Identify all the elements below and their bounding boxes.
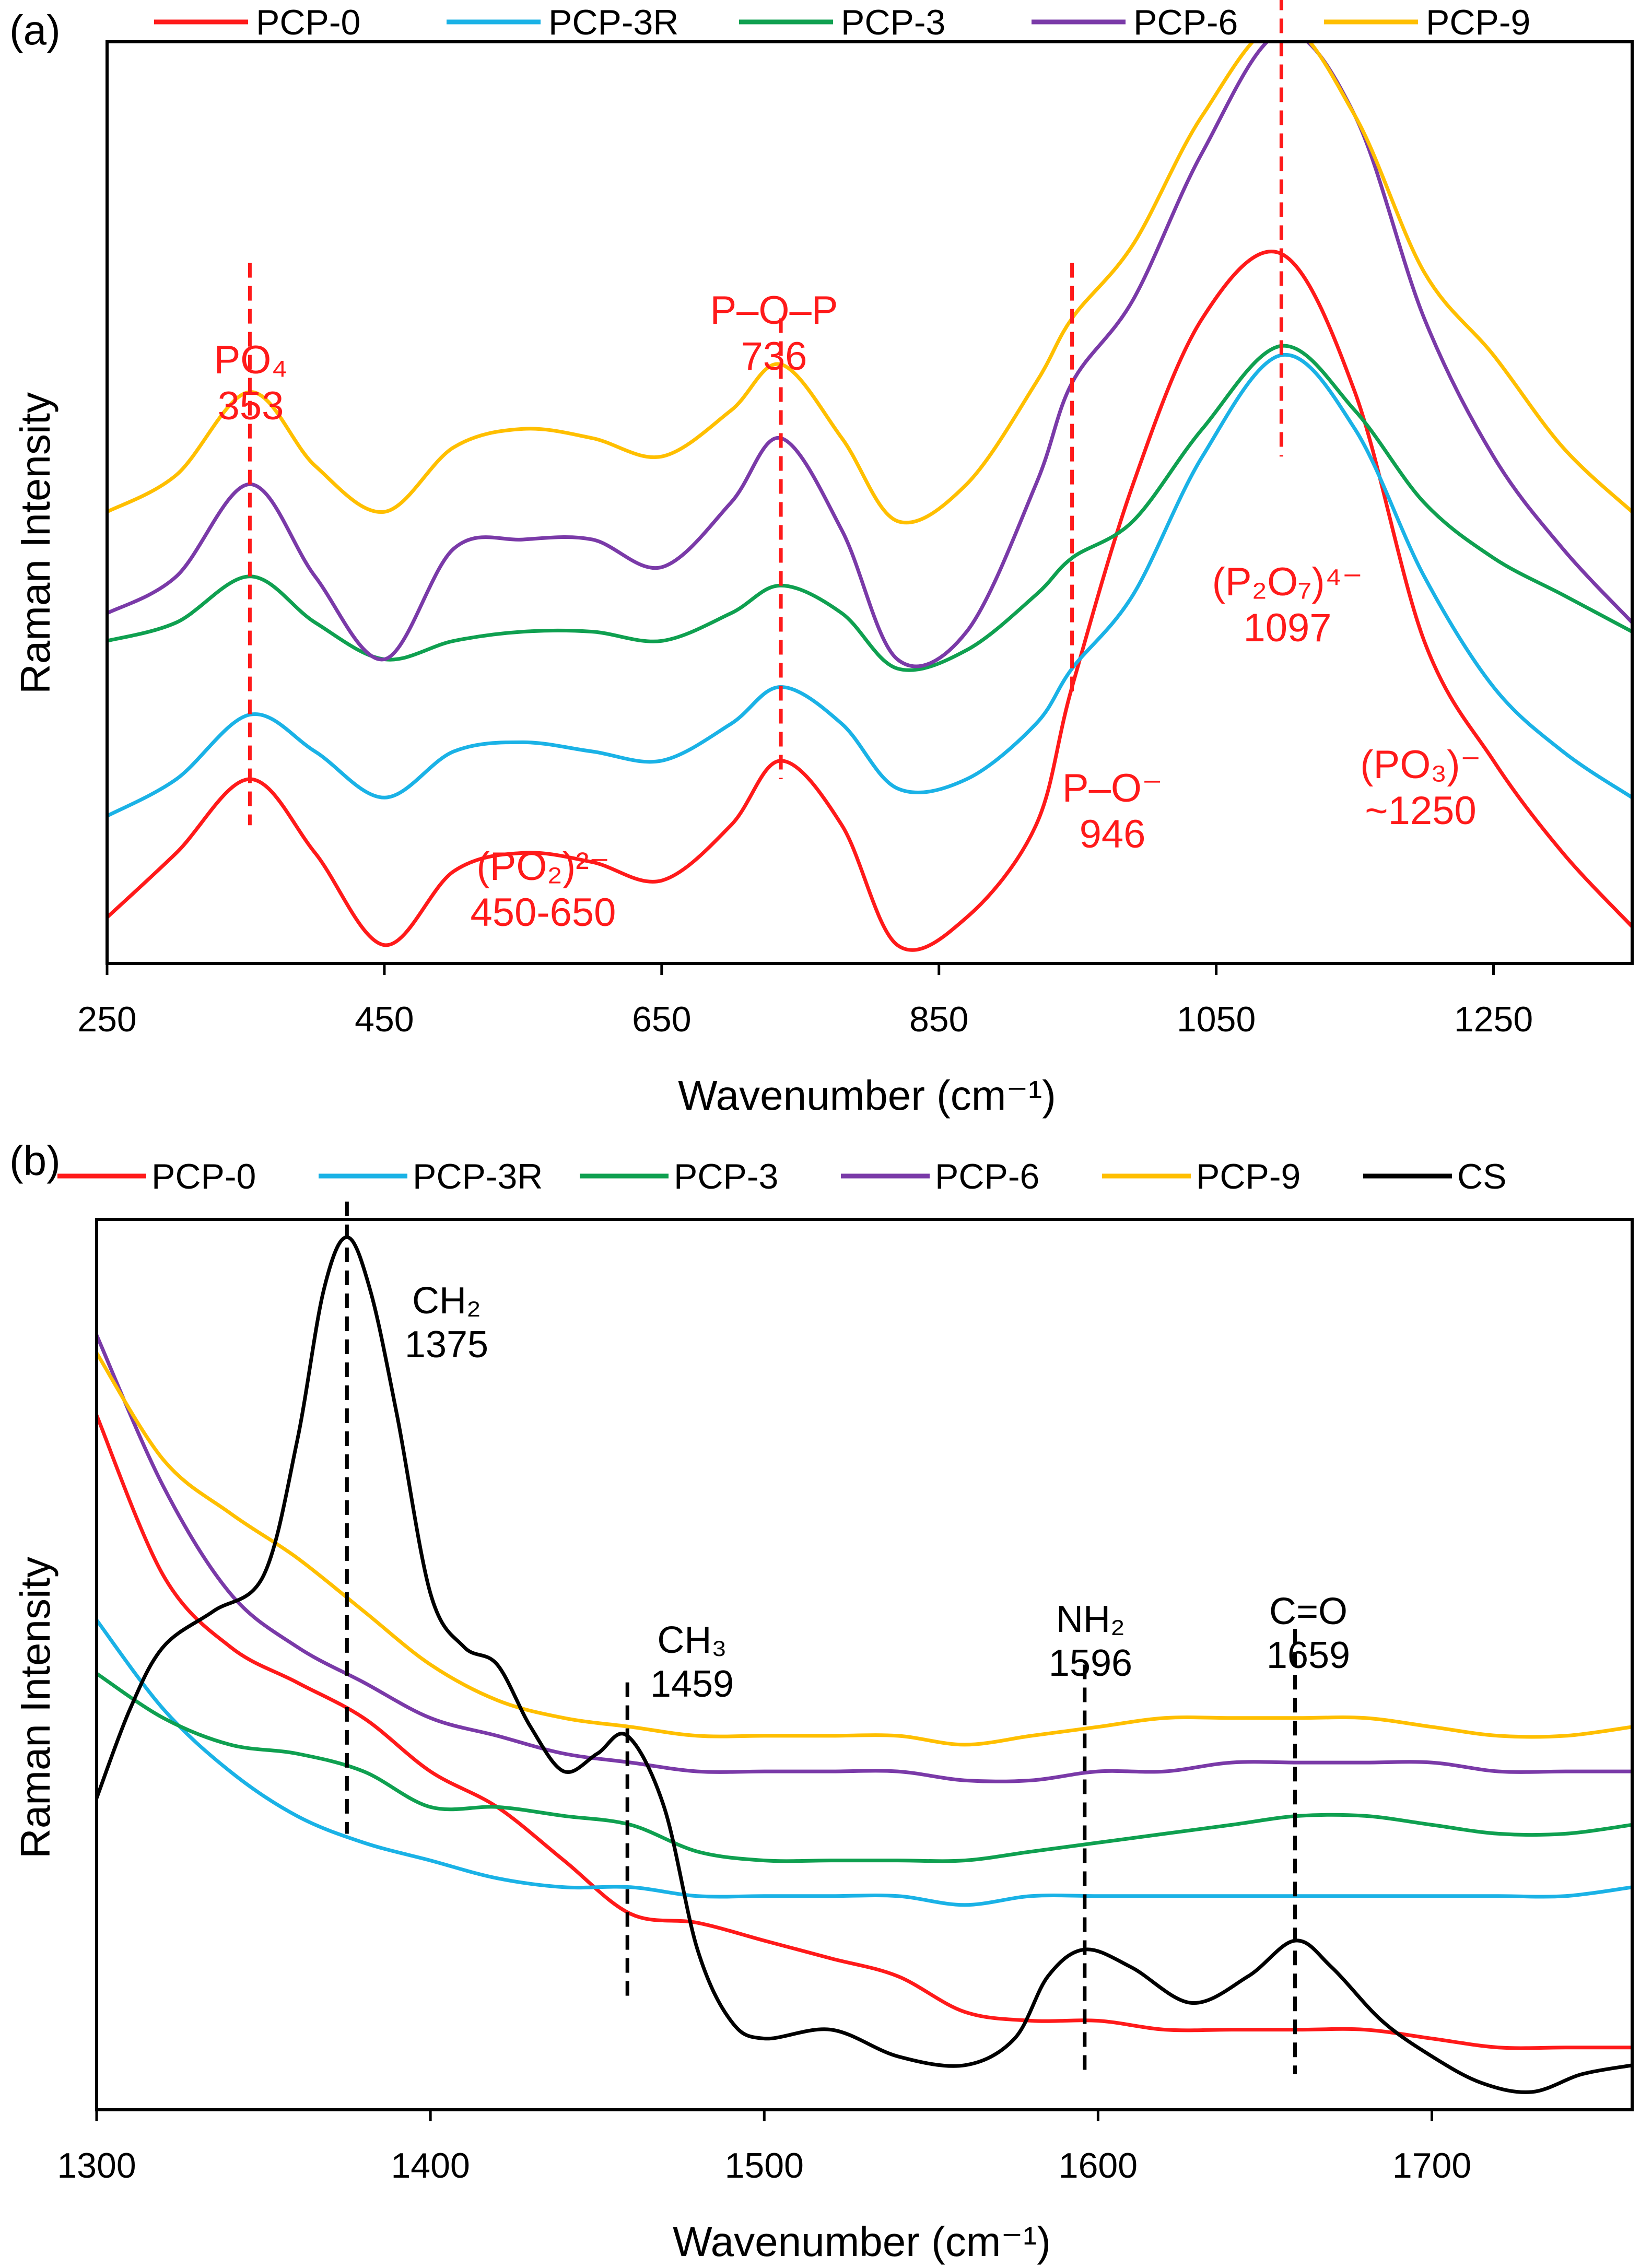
legend-label-pcp-3r: PCP-3R (413, 1157, 543, 1196)
annotations-label-0-0-1: ~1250 (1365, 789, 1476, 833)
legend-label-pcp-9: PCP-9 (1196, 1157, 1300, 1196)
series-line-pcp-6 (97, 1333, 1632, 1783)
panel-b: (b) PCP-0 PCP-3R PCP-3 PCP-6 PCP-9 CS 1300 140… (9, 1137, 1634, 2265)
x-tick-label-1700: 1700 (1392, 2146, 1471, 2185)
legend-a: PCP-0 PCP-3R PCP-3 PCP-6 PCP-9 (154, 3, 1530, 42)
series-line-pcp-0 (97, 1413, 1632, 2050)
series-line-pcp-9 (97, 1351, 1632, 1747)
series-line-pcp-3 (97, 1672, 1632, 1863)
legend-label-pcp-6: PCP-6 (935, 1157, 1039, 1196)
y-axis-title-b: Raman Intensity (12, 1557, 58, 1859)
x-tick-label-1250: 1250 (1454, 1000, 1533, 1039)
markers-label-1-3-1: 1659 (1267, 1635, 1350, 1676)
legend-b: PCP-0 PCP-3R PCP-3 PCP-6 PCP-9 CS (57, 1157, 1506, 1196)
series-line-cs (97, 1235, 1632, 2094)
legend-label-pcp-3r: PCP-3R (548, 3, 678, 42)
series-line-pcp-6 (107, 42, 1632, 668)
panel-label-b: (b) (9, 1137, 61, 1184)
plot-frame-1 (95, 1218, 1634, 2111)
annotations-label-0-0-0: (PO₃)⁻ (1360, 743, 1481, 787)
annotations-label-0-1-0: (PO₂)²⁻ (476, 844, 610, 889)
series-line-pcp-3 (107, 344, 1632, 672)
legend-label-pcp-3: PCP-3 (841, 3, 945, 42)
markers-label-0-0-0: PO₄ (214, 338, 288, 382)
markers-label-0-2-1: 946 (1080, 812, 1146, 856)
series-line-pcp-3r (97, 1618, 1632, 1907)
series-line-pcp-3r (107, 352, 1632, 818)
markers-label-0-3-1: 1097 (1243, 606, 1331, 650)
x-tick-label-1400: 1400 (391, 2146, 470, 2185)
x-tick-label-1600: 1600 (1059, 2146, 1138, 2185)
legend-label-pcp-0: PCP-0 (151, 1157, 256, 1196)
x-tick-label-850: 850 (909, 1000, 968, 1039)
annotations-label-0-1-1: 450-650 (471, 890, 616, 935)
markers-label-1-0-0: CH₂ (412, 1280, 481, 1322)
markers-label-0-2-0: P–O⁻ (1062, 766, 1163, 810)
markers-label-1-1-1: 1459 (650, 1663, 734, 1705)
x-tick-label-450: 450 (355, 1000, 414, 1039)
x-tick-label-1300: 1300 (57, 2146, 136, 2185)
legend-label-pcp-9: PCP-9 (1426, 3, 1530, 42)
markers-label-1-2-1: 1596 (1049, 1642, 1132, 1684)
markers-label-1-3-0: C=O (1269, 1591, 1348, 1632)
legend-label-pcp-3: PCP-3 (674, 1157, 778, 1196)
markers-label-0-3-0: (P₂O₇)⁴⁻ (1212, 560, 1363, 604)
legend-label-pcp-6: PCP-6 (1133, 3, 1238, 42)
y-axis-title-a: Raman Intensity (12, 392, 58, 694)
x-tick-label-1500: 1500 (725, 2146, 804, 2185)
plot-frame-0 (106, 40, 1634, 965)
markers-label-0-1-1: 736 (741, 334, 807, 379)
x-axis-title-b: Wavenumber (cm⁻¹) (673, 2218, 1051, 2265)
x-tick-label-250: 250 (77, 1000, 136, 1039)
legend-label-pcp-0: PCP-0 (256, 3, 360, 42)
markers-label-0-1-0: P–O–P (710, 288, 838, 333)
markers-label-1-0-1: 1375 (405, 1324, 488, 1366)
panel-a: (a) PCP-0 PCP-3R PCP-3 PCP-6 PCP-9 250 450 650… (9, 0, 1634, 1119)
series-line-pcp-9 (107, 42, 1632, 525)
x-axis-title-a: Wavenumber (cm⁻¹) (678, 1072, 1056, 1119)
markers-label-0-0-1: 353 (218, 384, 284, 428)
panel-label-a: (a) (9, 7, 61, 53)
markers-label-1-2-0: NH₂ (1056, 1599, 1125, 1640)
x-tick-label-650: 650 (632, 1000, 691, 1039)
legend-label-cs: CS (1457, 1157, 1506, 1196)
x-tick-label-1050: 1050 (1177, 1000, 1256, 1039)
markers-label-1-1-0: CH₃ (657, 1619, 727, 1661)
